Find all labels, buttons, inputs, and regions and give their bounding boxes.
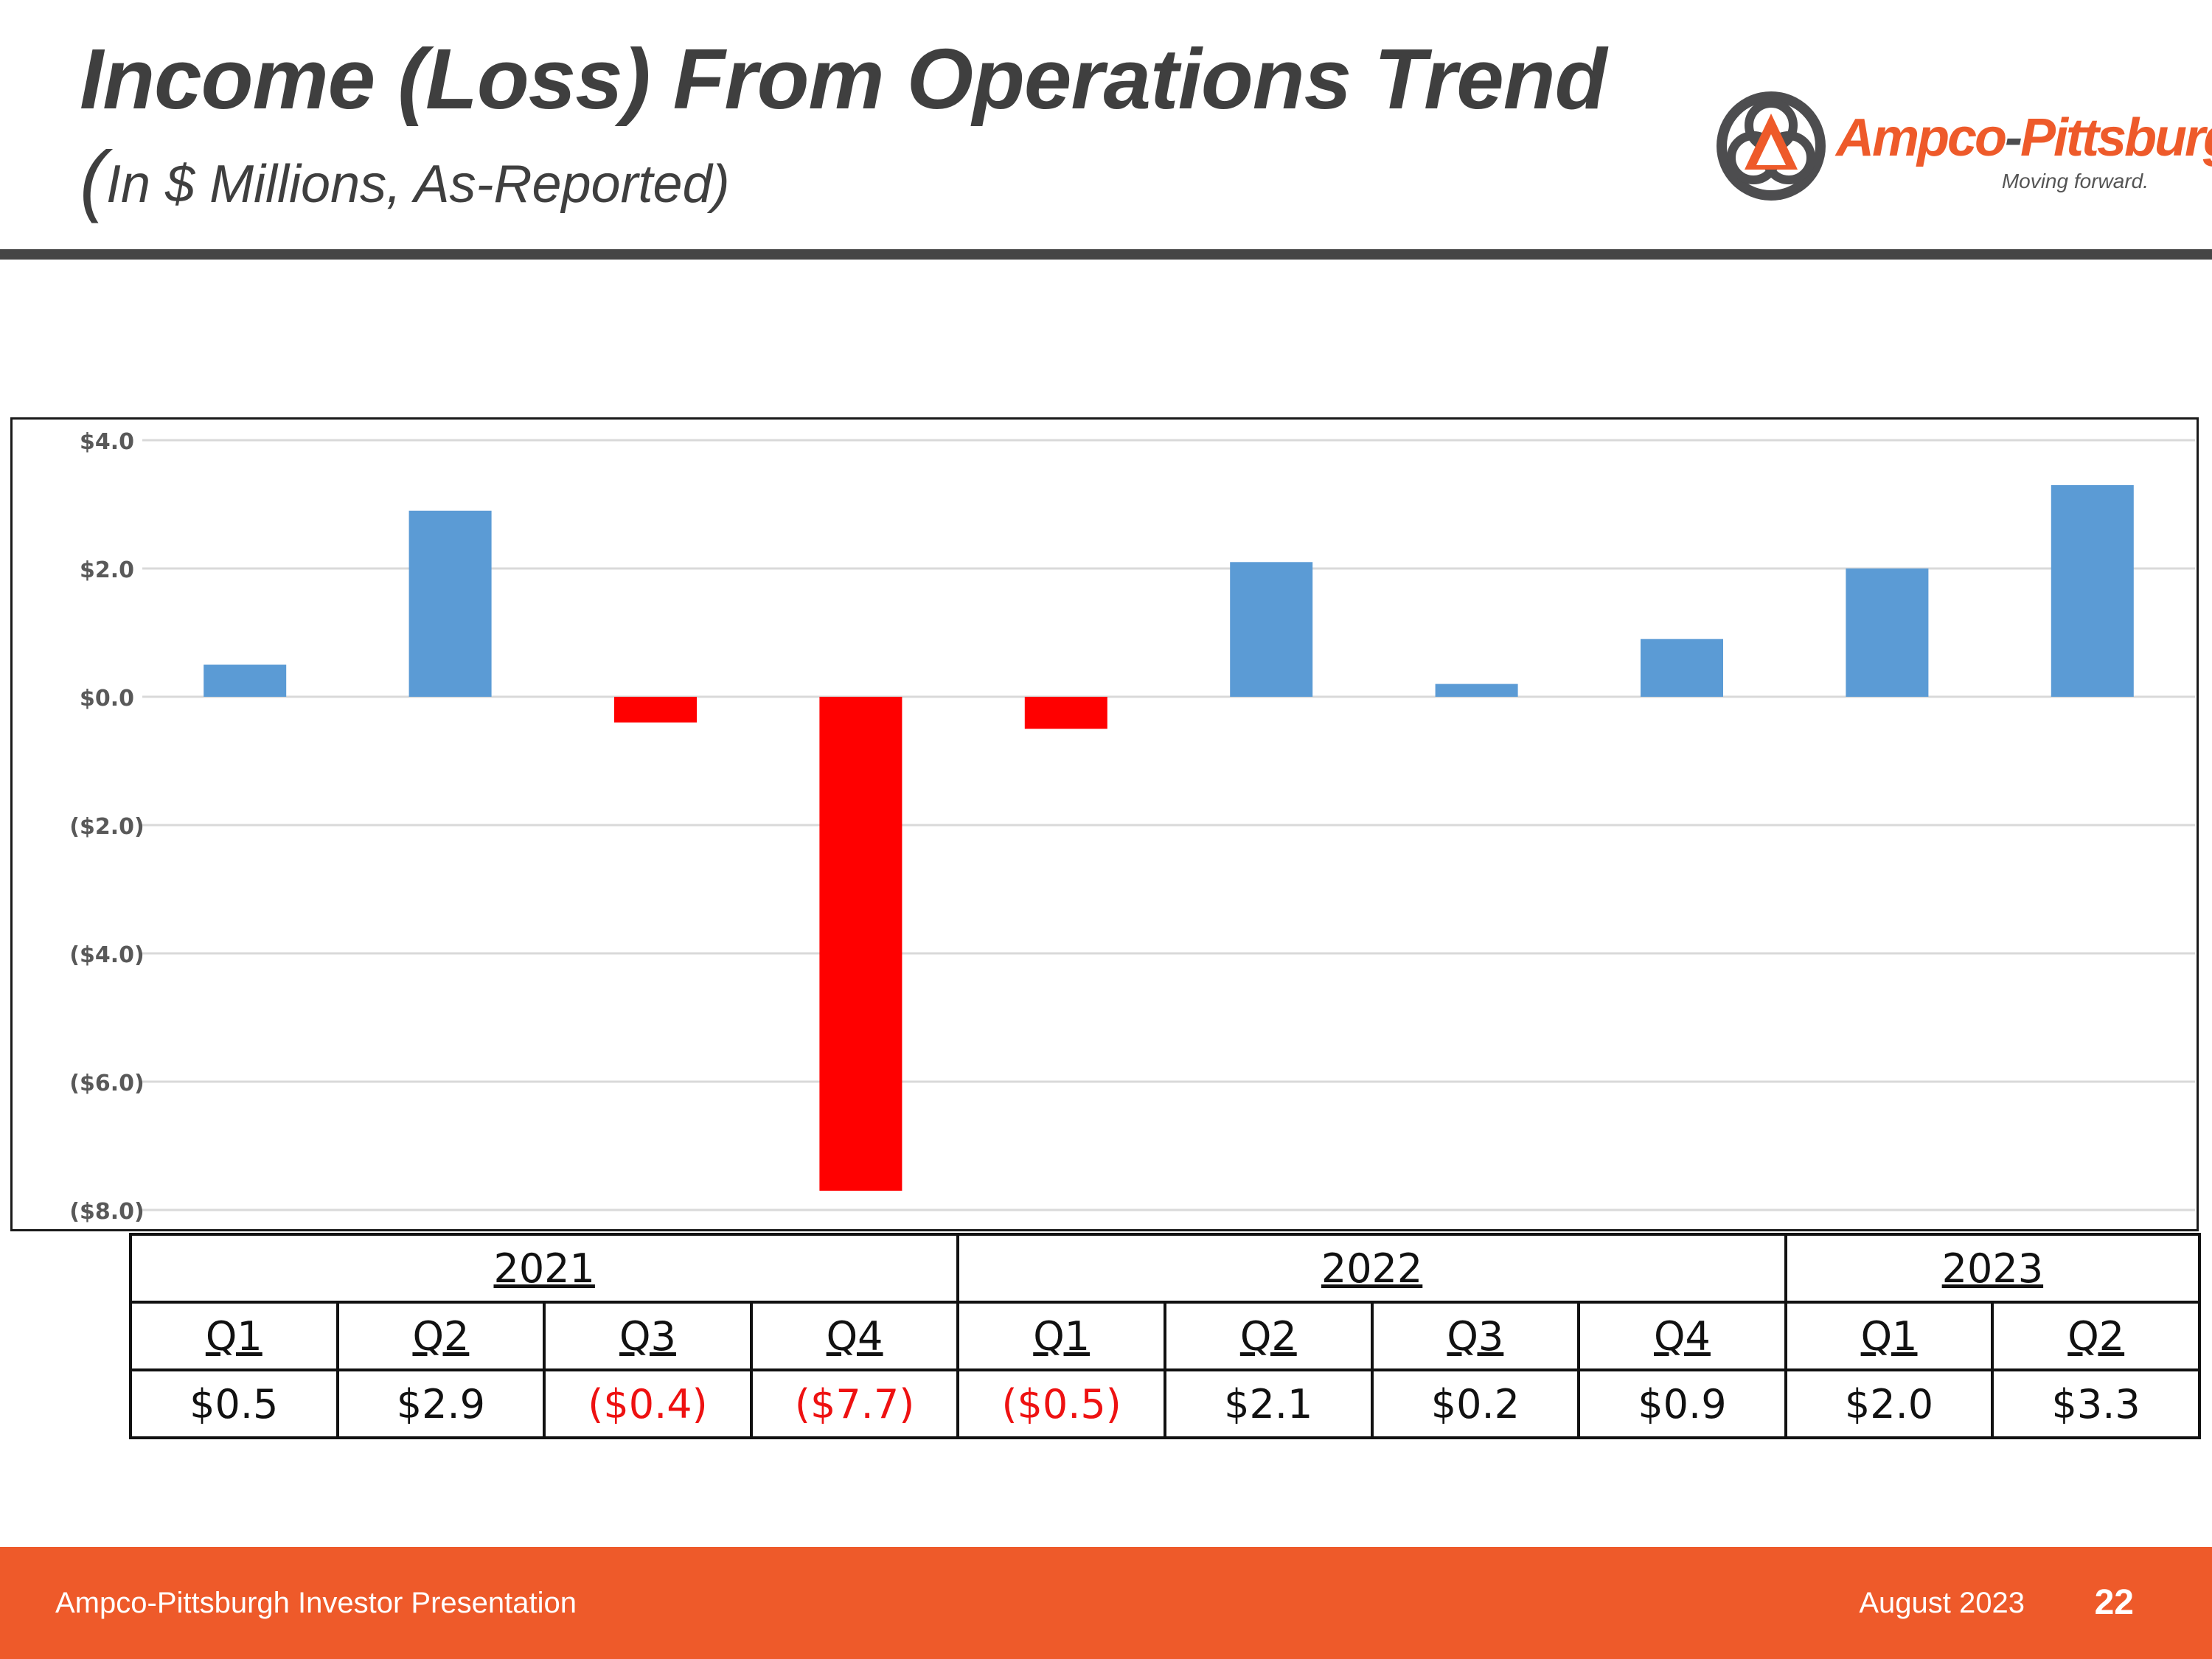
y-tick-label: ($2.0) — [69, 814, 144, 840]
header-rule — [0, 249, 2212, 260]
logo-brand-ampco: Ampco — [1836, 108, 2007, 167]
bar-2023-q2 — [2051, 484, 2134, 697]
page-number: 22 — [2094, 1583, 2134, 1622]
y-tick-label: $0.0 — [80, 686, 134, 712]
footer-date: August 2023 — [1859, 1587, 2025, 1619]
y-tick-label: ($4.0) — [69, 942, 144, 968]
quarter-header: Q4 — [749, 1301, 960, 1371]
bar-2021-q1 — [204, 664, 287, 697]
y-tick-label: ($6.0) — [69, 1071, 144, 1096]
table-row-quarters: Q1 Q2 Q3 Q4 Q1 Q2 Q3 Q4 Q1 Q2 — [129, 1301, 2201, 1371]
page-title: Income (Loss) From Operations Trend — [80, 31, 1607, 127]
bar-2022-q4 — [1641, 639, 1723, 697]
logo-wordmark: Ampco-Pittsburgh — [1836, 108, 2212, 168]
quarter-header: Q3 — [543, 1301, 753, 1371]
value-cell: $0.2 — [1370, 1368, 1581, 1439]
value-cell: ($0.5) — [956, 1368, 1166, 1439]
table-row-values: $0.5 $2.9 ($0.4) ($7.7) ($0.5) $2.1 $0.2 $0.9 $2… — [129, 1368, 2201, 1439]
value-cell: $0.5 — [129, 1368, 339, 1439]
quarter-header: Q2 — [1991, 1301, 2201, 1371]
value-cell: $2.9 — [335, 1368, 546, 1439]
quarter-header: Q4 — [1577, 1301, 1787, 1371]
logo-brand-pittsburgh: Pittsburgh — [2020, 108, 2212, 167]
logo-brand-dash: - — [2005, 108, 2023, 167]
bar-2022-q2 — [1230, 562, 1313, 697]
chart-frame: $4.0 $2.0 $0.0 ($2.0) ($4.0) ($6.0) ($8.0) — [10, 417, 2199, 1231]
quarter-header: Q3 — [1370, 1301, 1581, 1371]
data-table: 2021 2022 2023 Q1 Q2 Q3 Q4 Q1 Q2 Q3 Q4 Q1 Q2 $0.5 $2… — [128, 1233, 2202, 1439]
quarter-header: Q1 — [956, 1301, 1166, 1371]
year-header-2022: 2022 — [956, 1233, 1787, 1304]
table-row-years: 2021 2022 2023 — [128, 1233, 2202, 1304]
quarter-header: Q1 — [129, 1301, 339, 1371]
bar-chart: $4.0 $2.0 $0.0 ($2.0) ($4.0) ($6.0) ($8.0) — [69, 429, 2195, 1225]
page-subtitle: (In $ Millions, As-Reported) — [80, 133, 730, 225]
value-cell: ($0.4) — [543, 1368, 753, 1439]
footer-presentation-title: Ampco-Pittsburgh Investor Presentation — [55, 1587, 577, 1619]
bar-2022-q3 — [1435, 684, 1518, 697]
value-cell: ($7.7) — [749, 1368, 960, 1439]
bar-2021-q2 — [408, 510, 492, 697]
bar-2022-q1 — [1024, 697, 1107, 729]
company-logo: Ampco-Pittsburgh Moving forward. — [1712, 87, 2212, 205]
footer-bar: Ampco-Pittsburgh Investor Presentation A… — [0, 1547, 2212, 1659]
bar-2021-q3 — [614, 697, 697, 723]
quarter-header: Q1 — [1784, 1301, 1994, 1371]
bar-2023-q1 — [1846, 568, 1929, 697]
quarter-header: Q2 — [335, 1301, 546, 1371]
value-cell: $3.3 — [1991, 1368, 2201, 1439]
subtitle-paren: ( — [80, 134, 106, 223]
y-tick-label: $4.0 — [80, 429, 134, 455]
y-tick-label: $2.0 — [80, 557, 134, 583]
y-tick-label: ($8.0) — [69, 1199, 144, 1225]
logo-tagline: Moving forward. — [2001, 170, 2149, 192]
quarter-header: Q2 — [1163, 1301, 1374, 1371]
year-header-2021: 2021 — [128, 1233, 960, 1304]
value-cell: $2.0 — [1784, 1368, 1994, 1439]
subtitle-text: In $ Millions, As-Reported) — [105, 155, 730, 214]
logo-emblem-icon — [1717, 91, 1826, 201]
bar-2021-q4 — [819, 697, 902, 1191]
value-cell: $2.1 — [1163, 1368, 1374, 1439]
year-header-2023: 2023 — [1784, 1233, 2202, 1304]
value-cell: $0.9 — [1577, 1368, 1787, 1439]
